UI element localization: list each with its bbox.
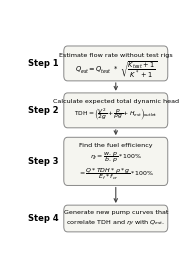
Text: $\eta_f = \dfrac{w.\,p}{b.\,p}*100\%$: $\eta_f = \dfrac{w.\,p}{b.\,p}*100\%$ — [89, 150, 142, 165]
Text: Estimate flow rate without test rigs: Estimate flow rate without test rigs — [59, 53, 173, 58]
FancyBboxPatch shape — [64, 93, 168, 128]
Text: Step 3: Step 3 — [28, 157, 58, 166]
Text: $\mathrm{TDH} = \left(\dfrac{V^2}{2g}+\dfrac{p}{\rho g}+H_{est}\right)_{\!\mathr: $\mathrm{TDH} = \left(\dfrac{V^2}{2g}+\d… — [74, 106, 158, 122]
Text: Step 1: Step 1 — [28, 59, 58, 68]
Text: Generate new pump curves that
correlate TDH and $\eta_f$ with $Q_{est}$.: Generate new pump curves that correlate … — [64, 210, 168, 227]
Text: Step 2: Step 2 — [28, 106, 58, 115]
Text: $Q_{est} = Q_{test}\ *\ \sqrt{\dfrac{K_{test}+1}{K^*+1}}$: $Q_{est} = Q_{test}\ *\ \sqrt{\dfrac{K_{… — [75, 60, 157, 79]
Text: Step 4: Step 4 — [28, 214, 58, 223]
Text: Find the fuel efficiency: Find the fuel efficiency — [79, 143, 153, 148]
FancyBboxPatch shape — [64, 46, 168, 81]
Text: $=\dfrac{Q*TDH*\rho*g}{E_f*f_{cr}}*100\%$: $=\dfrac{Q*TDH*\rho*g}{E_f*f_{cr}}*100\%… — [78, 166, 154, 182]
Text: Calculate expected total dynamic head: Calculate expected total dynamic head — [53, 99, 179, 104]
FancyBboxPatch shape — [64, 205, 168, 232]
FancyBboxPatch shape — [64, 137, 168, 186]
